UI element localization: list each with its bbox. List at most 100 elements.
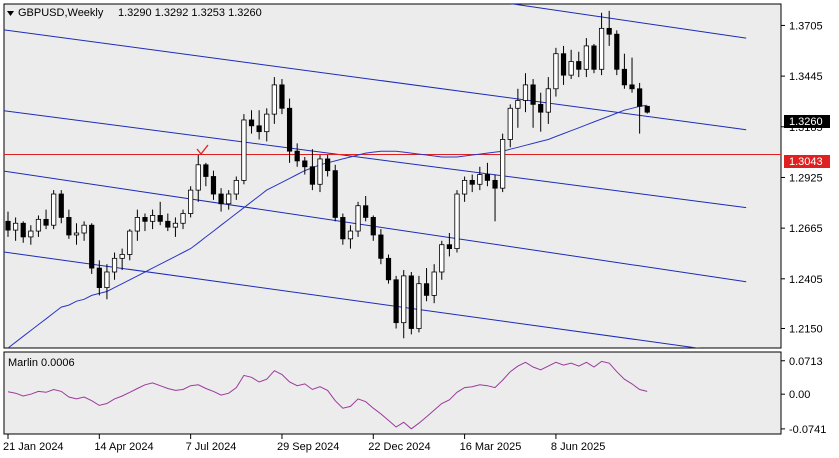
- time-tick-label: 14 Apr 2024: [94, 441, 153, 453]
- candle-down: [325, 158, 331, 172]
- candle-up: [264, 113, 270, 133]
- candle-down: [332, 170, 338, 218]
- candle-up: [226, 193, 232, 205]
- candles: [5, 10, 650, 339]
- time-axis: 21 Jan 2024 14 Apr 2024 7 Jul 2024 29 Sep 2…: [3, 434, 605, 453]
- candle-down: [340, 217, 346, 240]
- candle-down: [96, 267, 102, 288]
- candle-down: [446, 244, 452, 250]
- symbol-timeframe: GBPUSD,Weekly: [18, 7, 104, 19]
- time-tick-label: 7 Jul 2024: [186, 441, 237, 453]
- candle-down: [614, 33, 620, 70]
- candle-up: [134, 217, 140, 232]
- candle-down: [644, 105, 650, 113]
- time-tick-label: 16 Mar 2025: [460, 441, 522, 453]
- candle-up: [81, 224, 87, 234]
- candle-up: [401, 275, 407, 324]
- candle-up: [431, 271, 437, 296]
- candle-down: [302, 160, 308, 168]
- candle-up: [568, 61, 574, 76]
- candle-down: [43, 218, 49, 226]
- indicator-plot-area[interactable]: [3, 351, 782, 435]
- level-price-tag: 1.3043: [784, 155, 830, 168]
- candle-down: [492, 179, 498, 189]
- candle-down: [621, 68, 628, 86]
- candle-down: [370, 217, 376, 236]
- candle-up: [515, 100, 521, 109]
- channel-line: [4, 29, 747, 131]
- candle-up: [233, 179, 239, 195]
- price-tick-label: 1.2665: [789, 223, 823, 235]
- candle-down: [629, 84, 635, 90]
- candle-down: [142, 217, 148, 222]
- candle-down: [89, 224, 95, 269]
- price-axis: 1.37051.34451.31851.29251.26651.24051.21…: [781, 20, 823, 336]
- candle-up: [347, 230, 354, 240]
- candle-up: [35, 218, 42, 232]
- candle-up: [28, 230, 34, 238]
- candle-up: [317, 158, 323, 185]
- candle-up: [416, 283, 422, 329]
- candle-down: [248, 119, 255, 127]
- candle-up: [51, 193, 57, 226]
- channel-line: [4, 110, 747, 209]
- triangle-down-icon[interactable]: [7, 11, 14, 16]
- indicator-tick-label: 0.0713: [789, 356, 823, 368]
- time-tick-label: 22 Dec 2024: [368, 441, 430, 453]
- candle-up: [73, 232, 80, 236]
- candle-up: [104, 271, 110, 288]
- price-tick-label: 1.2925: [789, 172, 823, 184]
- candle-up: [545, 88, 551, 113]
- indicator-axis: 0.0713 0.00 -0.0741: [781, 356, 826, 436]
- candle-down: [591, 45, 597, 70]
- ohlc-values: 1.3290 1.3292 1.3253 1.3260: [118, 7, 262, 19]
- candle-up: [271, 84, 277, 115]
- marlin-oscillator-line: [7, 360, 648, 430]
- candle-down: [530, 84, 536, 105]
- svg-text:1.3043: 1.3043: [789, 156, 823, 168]
- candle-down: [294, 150, 300, 162]
- candle-down: [606, 27, 612, 35]
- candle-up: [598, 27, 605, 70]
- candle-down: [484, 174, 491, 181]
- candle-down: [538, 103, 544, 113]
- candle-down: [363, 205, 369, 218]
- candle-up: [477, 174, 483, 185]
- candle-up: [355, 205, 361, 232]
- candle-down: [423, 283, 430, 296]
- candle-up: [13, 222, 19, 231]
- candle-up: [553, 53, 559, 90]
- candle-down: [378, 234, 384, 259]
- candle-down: [576, 61, 582, 70]
- price-tick-label: 1.3705: [789, 20, 823, 32]
- candle-up: [461, 179, 468, 195]
- main-plot-area[interactable]: [3, 3, 782, 349]
- candle-down: [58, 193, 64, 218]
- svg-text:1.3260: 1.3260: [789, 116, 823, 128]
- oscillator-line: [7, 360, 648, 430]
- checkmark-icon: [196, 144, 209, 156]
- candle-down: [165, 220, 171, 228]
- price-tick-label: 1.3445: [789, 71, 823, 83]
- indicator-label: Marlin 0.0006: [8, 357, 75, 369]
- candle-up: [188, 189, 194, 214]
- channel-line: [4, 251, 701, 348]
- candle-up: [111, 257, 118, 273]
- candle-down: [408, 275, 414, 329]
- time-tick-label: 21 Jan 2024: [3, 441, 64, 453]
- candle-up: [180, 213, 186, 224]
- time-tick-label: 8 Jun 2025: [551, 441, 605, 453]
- price-tick-label: 1.2150: [789, 324, 823, 336]
- candle-down: [218, 193, 224, 205]
- time-tick-label: 29 Sep 2024: [277, 441, 339, 453]
- candle-down: [157, 215, 163, 222]
- candle-up: [500, 139, 506, 189]
- candle-up: [507, 107, 513, 140]
- candle-down: [256, 125, 262, 133]
- candle-up: [522, 84, 529, 101]
- candle-up: [119, 254, 125, 259]
- candle-down: [286, 107, 293, 152]
- candle-down: [203, 164, 209, 177]
- candle-down: [637, 88, 643, 107]
